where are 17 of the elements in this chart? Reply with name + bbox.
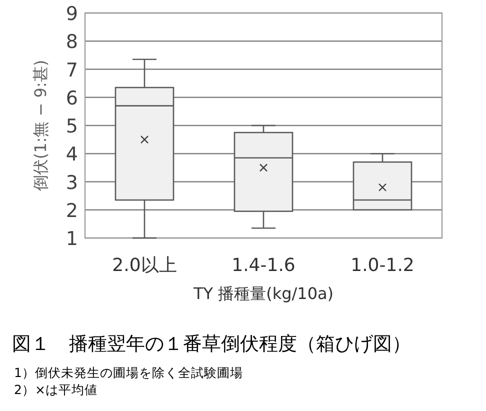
y-axis-title: 倒伏(1:無 − 9:甚) (31, 60, 50, 192)
y-tick-label: 3 (66, 172, 78, 194)
x-tick-label: 2.0以上 (112, 255, 177, 276)
y-tick-label: 7 (66, 59, 78, 82)
y-tick-label: 2 (66, 200, 78, 222)
y-tick-label: 8 (66, 31, 78, 54)
x-tick-label: 1.0-1.2 (350, 255, 414, 276)
text: 2）×は平均値 (14, 382, 98, 397)
y-tick-label: 5 (66, 116, 78, 138)
y-tick-label: 1 (66, 228, 78, 250)
x-axis-title: TY 播種量(kg/10a) (192, 284, 334, 303)
y-tick-label: 6 (66, 87, 78, 110)
y-tick-label: 4 (66, 144, 78, 166)
text: 1）倒伏未発生の圃場を除く全試験圃場 (14, 365, 243, 380)
x-tick-label: 1.4-1.6 (232, 255, 296, 276)
text: 図１ 播種翌年の１番草倒伏程度（箱ひげ図） (12, 333, 411, 355)
y-tick-label: 9 (66, 3, 78, 25)
